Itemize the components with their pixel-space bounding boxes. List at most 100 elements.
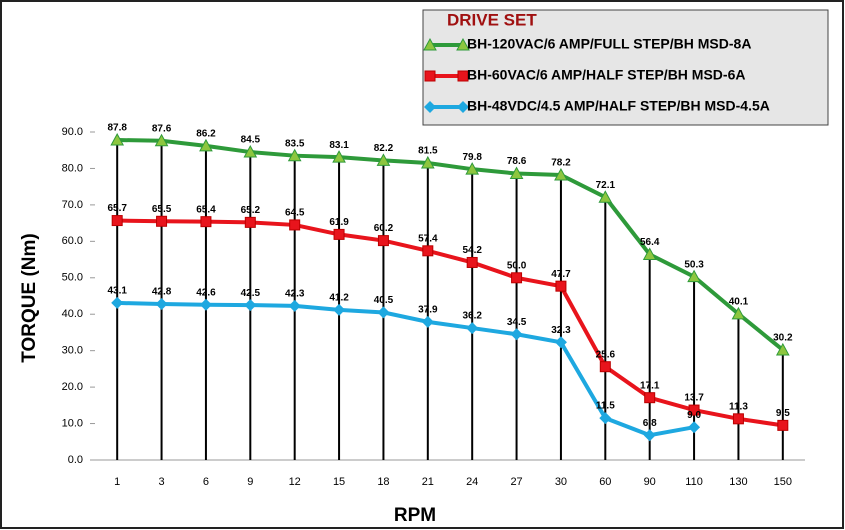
marker — [154, 133, 169, 147]
marker — [775, 342, 790, 356]
marker — [687, 269, 701, 283]
marker — [510, 328, 523, 341]
data-label: 72.1 — [596, 180, 616, 191]
marker — [111, 296, 124, 309]
marker — [288, 299, 301, 312]
x-tick-label: 90 — [644, 476, 656, 488]
data-label: 25.6 — [596, 349, 616, 360]
y-tick-label: 10.0 — [62, 417, 83, 429]
data-label: 78.6 — [507, 156, 527, 167]
marker — [457, 101, 469, 113]
marker — [332, 150, 346, 163]
data-label: 57.4 — [418, 233, 438, 244]
data-label: 56.4 — [640, 237, 660, 248]
marker — [110, 132, 125, 146]
marker — [599, 361, 611, 373]
marker — [642, 247, 657, 260]
data-label: 9.5 — [776, 408, 790, 419]
marker — [509, 166, 524, 180]
y-axis-title: TORQUE (Nm) — [19, 233, 40, 362]
data-label: 34.5 — [507, 317, 527, 328]
data-label: 87.8 — [107, 123, 127, 134]
marker — [731, 306, 746, 320]
marker — [554, 167, 568, 181]
legend-label: BH-120VAC/6 AMP/FULL STEP/BH MSD-8A — [467, 36, 751, 52]
x-tick-label: 9 — [247, 476, 253, 488]
data-label: 64.5 — [285, 208, 305, 219]
x-tick-label: 6 — [203, 476, 209, 488]
y-tick-label: 50.0 — [62, 272, 83, 284]
marker — [244, 216, 256, 228]
data-label: 36.2 — [462, 311, 482, 322]
y-tick-label: 40.0 — [62, 308, 83, 320]
marker — [420, 155, 435, 169]
data-label: 47.7 — [551, 269, 571, 280]
y-tick-label: 60.0 — [62, 235, 83, 247]
y-tick-label: 30.0 — [62, 345, 83, 357]
data-label: 50.0 — [507, 260, 527, 271]
data-label: 79.8 — [462, 152, 482, 163]
y-tick-label: 0.0 — [68, 454, 83, 466]
data-label: 87.6 — [152, 123, 172, 134]
y-tick-label: 90.0 — [62, 126, 83, 138]
legend-label: BH-60VAC/6 AMP/HALF STEP/BH MSD-6A — [467, 67, 745, 83]
data-label: 65.2 — [241, 205, 261, 216]
marker — [289, 219, 301, 231]
data-label: 83.1 — [329, 140, 349, 151]
x-tick-label: 24 — [466, 476, 478, 488]
x-tick-label: 12 — [289, 476, 301, 488]
data-label: 81.5 — [418, 146, 438, 157]
marker — [511, 272, 523, 284]
marker — [688, 421, 701, 434]
marker — [376, 153, 391, 166]
data-label: 42.6 — [196, 287, 216, 298]
marker — [423, 37, 437, 51]
data-label: 42.3 — [285, 288, 305, 299]
marker — [554, 336, 567, 349]
marker — [555, 280, 567, 292]
marker — [422, 245, 434, 257]
marker — [156, 215, 168, 227]
marker — [598, 190, 613, 203]
data-label: 65.7 — [107, 203, 127, 214]
x-tick-label: 60 — [599, 476, 611, 488]
marker — [377, 235, 389, 247]
series-line — [117, 138, 785, 352]
data-label: 54.2 — [462, 245, 482, 256]
x-tick-label: 110 — [685, 476, 703, 488]
x-tick-label: 3 — [159, 476, 165, 488]
marker — [643, 429, 656, 442]
data-label: 41.2 — [329, 292, 349, 303]
x-tick-label: 27 — [510, 476, 522, 488]
marker — [688, 404, 700, 416]
y-tick-label: 70.0 — [62, 199, 83, 211]
x-tick-label: 150 — [774, 476, 792, 488]
marker — [466, 256, 478, 268]
marker — [243, 145, 258, 158]
data-label: 30.2 — [773, 333, 793, 344]
data-label: 78.2 — [551, 158, 571, 169]
marker — [424, 70, 436, 82]
x-tick-label: 18 — [377, 476, 389, 488]
data-label: 86.2 — [196, 128, 216, 139]
marker — [644, 392, 656, 404]
data-label: 6.8 — [643, 418, 657, 429]
marker — [111, 215, 123, 227]
data-label: 61.9 — [329, 217, 349, 228]
data-label: 11.3 — [729, 401, 748, 412]
y-tick-label: 80.0 — [62, 162, 83, 174]
marker — [457, 70, 469, 82]
legend-label: BH-48VDC/4.5 AMP/HALF STEP/BH MSD-4.5A — [467, 98, 770, 114]
data-label: 82.2 — [374, 143, 394, 154]
marker — [424, 101, 436, 113]
marker — [599, 412, 612, 425]
data-label: 83.5 — [285, 138, 305, 149]
data-label: 40.1 — [729, 296, 749, 307]
series-line — [117, 218, 784, 428]
x-tick-label: 21 — [422, 476, 434, 488]
data-label: 50.3 — [684, 259, 704, 270]
data-label: 60.2 — [374, 223, 394, 234]
x-tick-label: 130 — [729, 476, 747, 488]
marker — [456, 37, 470, 51]
marker — [377, 306, 390, 319]
